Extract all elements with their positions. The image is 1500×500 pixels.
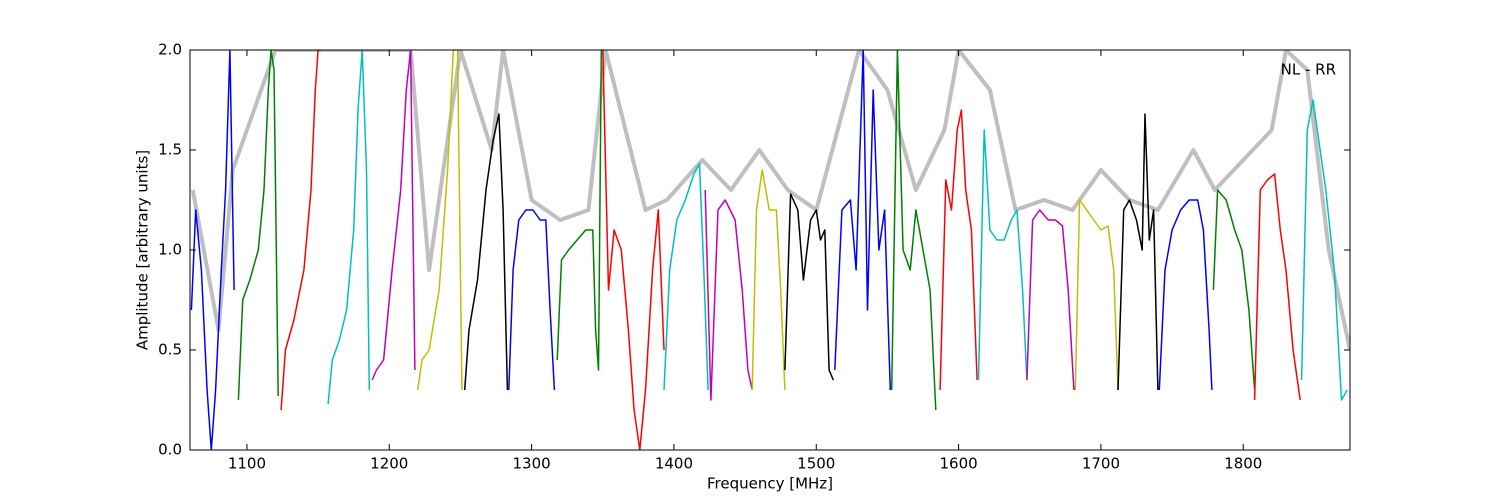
x-tick-label: 1400 bbox=[655, 455, 693, 473]
y-tick-label: 1.5 bbox=[158, 141, 182, 159]
y-tick-label: 1.0 bbox=[158, 241, 182, 259]
x-tick-label: 1500 bbox=[797, 455, 835, 473]
x-axis-label: Frequency [MHz] bbox=[707, 475, 833, 493]
x-tick-label: 1300 bbox=[513, 455, 551, 473]
subband-line bbox=[704, 189, 753, 401]
subband-line bbox=[463, 113, 509, 391]
subband-line bbox=[1158, 199, 1213, 391]
x-tick-label: 1200 bbox=[370, 455, 408, 473]
subband-line bbox=[602, 50, 665, 450]
subband-line bbox=[327, 50, 371, 405]
subband-line bbox=[1026, 209, 1075, 391]
subband-line bbox=[556, 50, 603, 371]
subband-line bbox=[280, 50, 321, 411]
subband-line bbox=[416, 50, 463, 391]
annotation: NL - RR bbox=[1281, 61, 1336, 79]
subband-line bbox=[237, 50, 279, 401]
subband-line bbox=[1253, 173, 1301, 401]
subband-line bbox=[751, 169, 786, 391]
subband-line bbox=[508, 209, 556, 391]
subband-line bbox=[663, 163, 709, 391]
subband-line bbox=[1300, 99, 1348, 401]
y-tick-label: 2.0 bbox=[158, 41, 182, 59]
subband-line bbox=[977, 129, 1028, 381]
subband-line bbox=[890, 50, 937, 411]
subband-line bbox=[784, 193, 834, 381]
y-axis-label: Amplitude [arbitrary units] bbox=[134, 150, 152, 350]
background-line bbox=[190, 50, 1350, 351]
x-tick-label: 1100 bbox=[228, 455, 266, 473]
subband-line bbox=[1117, 113, 1159, 391]
subband-line bbox=[1212, 189, 1256, 391]
subband-line bbox=[371, 50, 416, 381]
y-tick-label: 0.5 bbox=[158, 341, 182, 359]
subband-line bbox=[190, 50, 235, 450]
subband-line bbox=[834, 50, 892, 391]
y-tick-label: 0.0 bbox=[158, 441, 182, 459]
subband-line bbox=[939, 109, 978, 391]
plot-area bbox=[190, 50, 1350, 450]
x-tick-label: 1600 bbox=[939, 455, 977, 473]
x-tick-label: 1800 bbox=[1224, 455, 1262, 473]
subband-line bbox=[1074, 199, 1119, 391]
x-tick-label: 1700 bbox=[1082, 455, 1120, 473]
